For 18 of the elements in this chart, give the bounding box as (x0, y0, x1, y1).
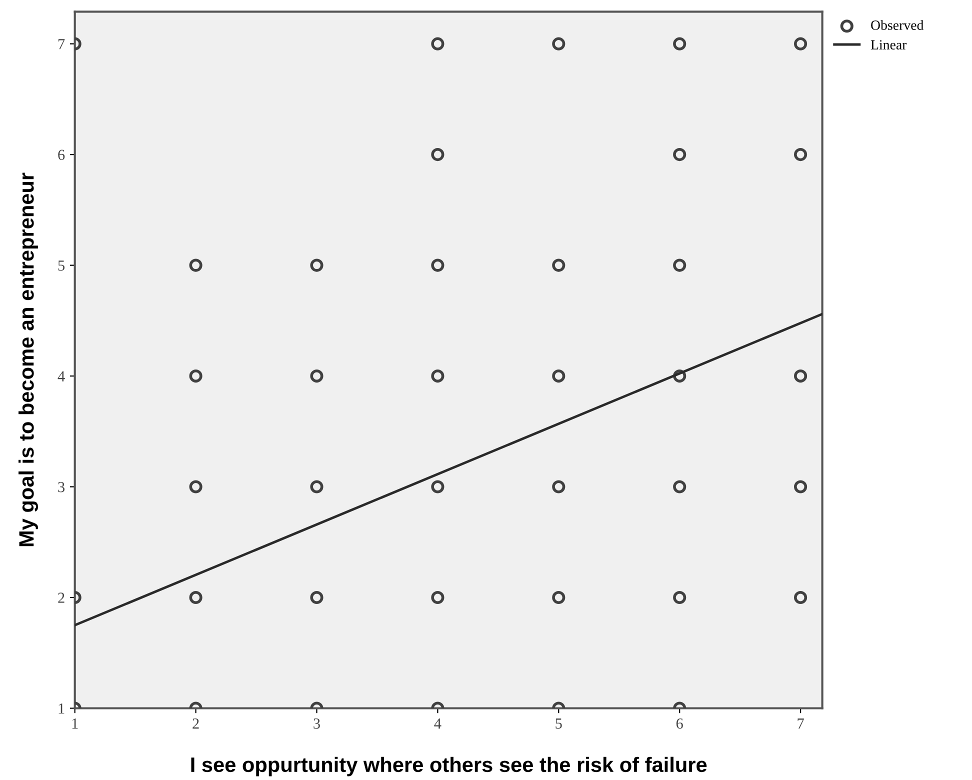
y-tick-label: 6 (58, 150, 65, 160)
legend-label: Linear (870, 40, 907, 50)
x-tick-label: 7 (798, 718, 804, 729)
x-tick-label: 3 (314, 718, 320, 729)
y-tick-label: 4 (58, 371, 65, 382)
y-axis-title: My goal is to become an entrepreneur (18, 172, 38, 546)
x-tick-label: 5 (556, 718, 562, 729)
x-axis-title: I see oppurtunity where others see the risk of failure (191, 756, 707, 776)
legend-label: Observed (871, 20, 924, 30)
x-tick-label: 6 (676, 718, 683, 729)
x-tick-label: 2 (192, 718, 199, 729)
x-tick-label: 4 (434, 718, 442, 729)
y-tick-label: 1 (58, 703, 64, 714)
x-tick-label: 1 (72, 718, 78, 729)
y-tick-label: 7 (58, 39, 65, 50)
y-tick-label: 2 (58, 592, 64, 603)
y-tick-label: 5 (58, 260, 65, 271)
y-tick-label: 3 (58, 482, 65, 492)
